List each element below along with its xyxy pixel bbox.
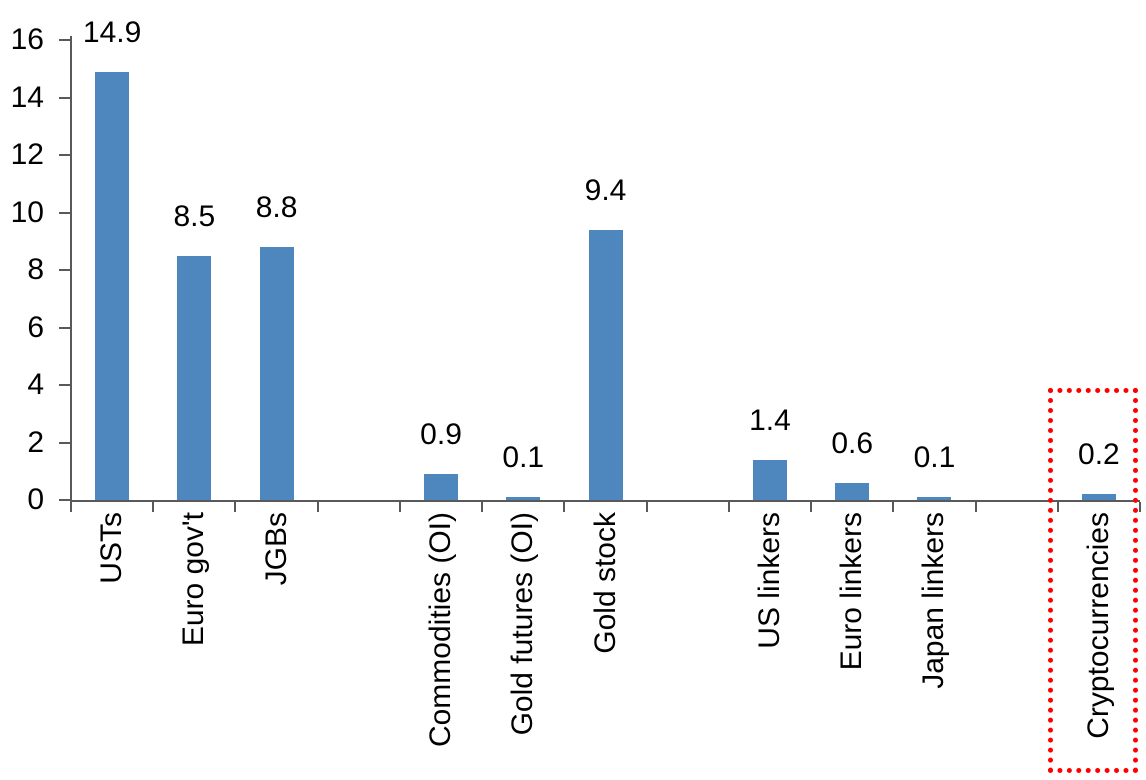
y-tick-mark [59,211,71,214]
x-tick-mark [892,502,895,512]
x-tick-mark [316,502,319,512]
y-axis-line [70,36,72,502]
value-label-euro-gov-t: 8.5 [173,199,216,233]
y-tick-mark [59,441,71,444]
y-tick-label: 12 [10,138,44,171]
category-label-gold-futures-oi: Gold futures (OI) [506,512,540,736]
y-tick-label: 16 [10,23,44,56]
category-label-japan-linkers: Japan linkers [917,512,951,689]
bar-euro-linkers [835,482,870,500]
category-label-us-linkers: US linkers [752,512,786,649]
x-axis-line [70,500,1140,502]
y-tick-label: 0 [27,483,44,516]
category-label-usts: USTs [95,512,129,584]
value-label-cryptocurrencies: 0.2 [1078,438,1120,472]
x-tick-mark [234,502,237,512]
y-tick-mark [59,96,71,99]
x-tick-mark [810,502,813,512]
category-label-gold-stock: Gold stock [588,512,622,654]
value-label-us-linkers: 1.4 [749,403,791,437]
bar-gold-futures-oi [506,497,541,500]
y-tick-mark [59,269,71,271]
x-tick-mark [481,502,484,512]
x-tick-mark [1139,502,1141,512]
bar-euro-gov-t [177,255,212,500]
category-label-commodities-oi: Commodities (OI) [424,512,458,748]
value-label-gold-futures-oi: 0.1 [502,441,545,475]
value-label-euro-linkers: 0.6 [831,426,874,460]
category-label-euro-linkers: Euro linkers [835,512,869,671]
y-tick-label: 2 [27,425,44,459]
x-tick-mark [1056,502,1059,512]
y-tick-mark [59,154,71,156]
y-tick-mark [59,384,71,386]
x-tick-mark [645,502,648,512]
value-label-gold-stock: 9.4 [584,173,627,207]
x-tick-mark [70,502,72,512]
y-tick-label: 10 [10,195,44,229]
bar-usts [95,71,130,500]
value-label-commodities-oi: 0.9 [420,418,462,452]
value-label-usts: 14.9 [82,15,142,49]
bar-gold-stock [588,229,623,500]
x-tick-mark [974,502,977,512]
category-label-euro-gov-t: Euro gov't [177,512,211,647]
bar-japan-linkers [917,497,952,500]
bar-us-linkers [752,459,787,500]
y-tick-mark [59,326,71,329]
value-label-jgbs: 8.8 [255,191,298,224]
category-label-jgbs: JGBs [259,512,293,586]
y-tick-label: 6 [27,310,44,344]
y-tick-label: 8 [27,253,44,286]
x-tick-mark [152,502,155,512]
x-tick-mark [727,502,730,512]
y-tick-label: 14 [10,80,44,114]
bar-jgbs [259,247,294,500]
x-tick-mark [398,502,401,512]
y-tick-mark [59,39,71,41]
y-tick-label: 4 [27,368,44,401]
bar-cryptocurrencies [1081,494,1116,500]
x-tick-mark [563,502,566,512]
value-label-japan-linkers: 0.1 [913,441,956,475]
y-tick-mark [59,499,71,501]
bar-commodities-oi [424,474,459,500]
highlight-box-cryptocurrencies [1048,388,1138,773]
